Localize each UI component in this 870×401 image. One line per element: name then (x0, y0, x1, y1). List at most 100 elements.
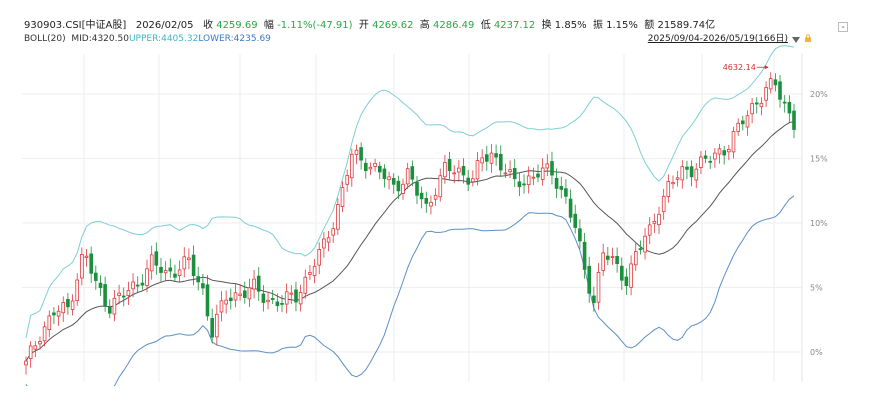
candle-body (322, 238, 326, 249)
candle-body (228, 297, 233, 302)
candle-body (526, 175, 531, 185)
candle-body (466, 177, 470, 185)
turnover-label: 换 (541, 20, 552, 31)
candle-body (554, 177, 559, 189)
candle-body (317, 248, 321, 266)
candle-body (731, 131, 736, 153)
peak-value-label: 4632.14 (723, 63, 756, 72)
candle-body (149, 254, 154, 272)
quote-header: 930903.CSI[中证A股] 2026/02/05 收 4259.69 幅 … (24, 20, 715, 32)
candle-body (33, 345, 38, 350)
candle-body (620, 265, 624, 281)
candle-body (503, 172, 508, 175)
candle-body (168, 267, 173, 272)
corner-badge-icon[interactable]: ⌗ (838, 22, 848, 32)
candle-body (242, 290, 247, 298)
candle-body (452, 172, 456, 175)
chart-card: 930903.CSI[中证A股] 2026/02/05 收 4259.69 幅 … (14, 14, 852, 386)
candle-body (764, 87, 768, 101)
candle-body (508, 169, 512, 173)
candle-body (261, 293, 266, 303)
candle-body (615, 255, 619, 264)
candle-body (266, 299, 270, 303)
y-tick-label: 20% (810, 90, 828, 99)
low-value: 4237.12 (493, 20, 536, 31)
candle-body (377, 165, 382, 173)
candle-body (363, 162, 368, 172)
candle-body (484, 154, 489, 162)
candle-body (98, 282, 103, 289)
candle-body (126, 289, 131, 296)
candle-body (587, 265, 591, 294)
candle-body (135, 284, 140, 287)
candle-body (336, 204, 340, 230)
indicator-mid: MID:4320.50 (71, 34, 129, 44)
candle-body (173, 273, 177, 278)
candle-body (592, 295, 596, 303)
candle-body (28, 345, 33, 360)
candle-body (205, 284, 210, 317)
candle-body (368, 166, 373, 170)
candle-body (154, 251, 159, 266)
candle-body (643, 235, 647, 253)
candle-body (647, 224, 652, 236)
candle-body (568, 198, 573, 218)
candle-body (461, 165, 466, 176)
candle-body (103, 284, 107, 307)
candle-body (308, 272, 312, 275)
candle-body (438, 175, 443, 198)
high-value: 4286.49 (432, 20, 475, 31)
candle-body (680, 166, 685, 181)
candle-body (689, 166, 694, 178)
candle-body (722, 150, 726, 156)
kline-chart: 20% 15% 10% 5% 0% 4632.14 (22, 45, 828, 386)
candle-body (629, 263, 633, 288)
candle-body (145, 268, 149, 286)
candle-body (80, 253, 84, 279)
dropdown-triangle-icon[interactable] (792, 37, 800, 43)
lock-icon[interactable] (804, 34, 812, 42)
candle-body (177, 269, 182, 276)
candle-body (475, 160, 480, 180)
candle-body (117, 292, 121, 296)
candle-body (24, 360, 28, 366)
date-range-selector[interactable]: 2025/09/04-2026/05/19(166日) (647, 34, 788, 44)
candle-body (415, 181, 419, 196)
candle-body (727, 148, 731, 153)
candle-body (201, 283, 205, 289)
y-tick-label: 0% (810, 348, 823, 357)
candle-body (755, 102, 759, 105)
candle-body (443, 161, 447, 178)
candle-body (433, 194, 438, 200)
candle-body (289, 292, 294, 295)
candle-body (601, 252, 605, 271)
candle-body (652, 220, 657, 224)
candle-body (270, 298, 275, 300)
candle-body (52, 312, 56, 316)
candle-body (345, 175, 349, 185)
candle-body (187, 257, 191, 261)
candle-body (489, 152, 494, 164)
y-tick-label: 15% (810, 155, 828, 164)
candle-body (792, 110, 796, 130)
low-label: 低 (480, 20, 491, 31)
candle-body (94, 272, 98, 281)
candle-body (312, 265, 317, 276)
index-code: 930903.CSI[中证A股] (24, 20, 127, 31)
candle-body (657, 213, 661, 226)
close-value: 4259.69 (216, 20, 258, 31)
candle-body (298, 292, 303, 305)
candle-body (750, 103, 754, 115)
amount-label: 额 (644, 20, 655, 31)
candle-body (736, 122, 740, 132)
candle-body (280, 302, 284, 305)
candle-body (517, 181, 522, 188)
candle-body (550, 161, 554, 176)
candle-body (66, 298, 70, 308)
candle-body (233, 292, 238, 301)
candle-body (294, 289, 298, 303)
candle-body (564, 188, 568, 197)
peak-arrow-head (764, 65, 769, 70)
candle-body (84, 255, 89, 258)
candle-body (359, 147, 363, 161)
